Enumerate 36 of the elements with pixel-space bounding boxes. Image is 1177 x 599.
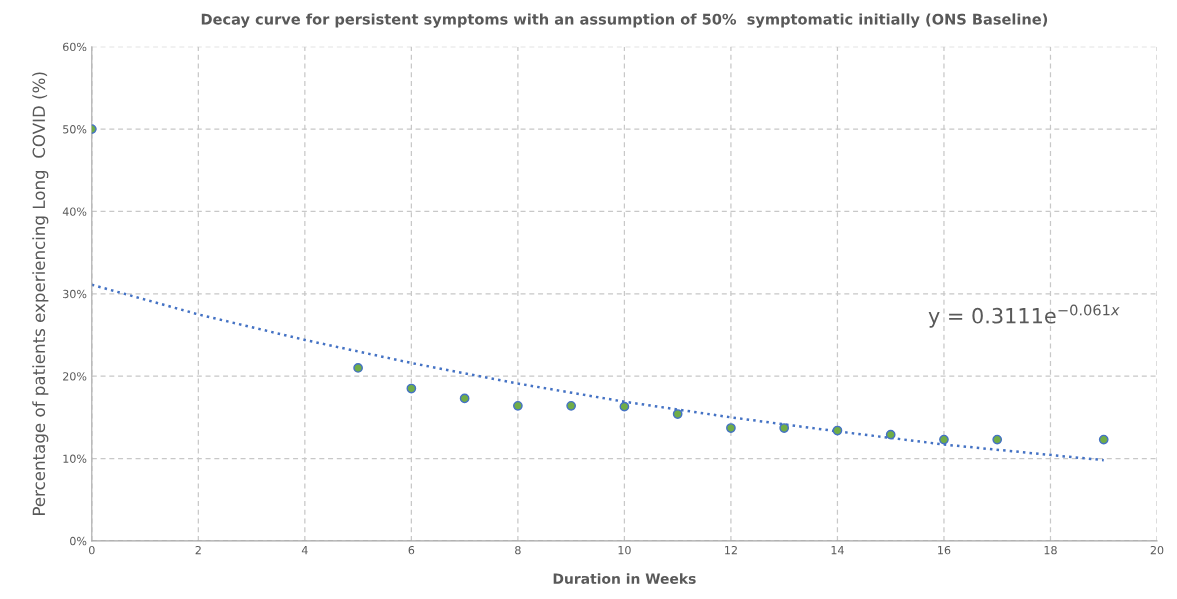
point bbox=[513, 400, 523, 411]
point bbox=[832, 425, 843, 436]
point bbox=[939, 434, 949, 445]
point bbox=[885, 429, 896, 440]
y-tick-label: 40% bbox=[62, 207, 87, 216]
y-tick-label: 10% bbox=[63, 454, 87, 463]
x-tick-label: 2 bbox=[195, 545, 201, 555]
point bbox=[992, 434, 1003, 445]
point bbox=[619, 401, 630, 412]
x-tick-label: 4 bbox=[301, 546, 308, 555]
y-tick-label: 0% bbox=[70, 536, 87, 546]
chart-title: Decay curve for persistent symptoms with an assumption of 50% symptomatic initially (ONS Baseline) bbox=[201, 13, 1048, 28]
y-tick-label: 60% bbox=[63, 42, 87, 52]
x-tick-label: 20 bbox=[1150, 545, 1164, 555]
x-tick-label: 10 bbox=[618, 545, 631, 555]
y-tick-label: 50% bbox=[63, 125, 87, 134]
y-tick-label: 20% bbox=[63, 372, 87, 381]
x-tick-label: 0 bbox=[89, 545, 95, 555]
point bbox=[459, 393, 470, 404]
x-tick-label: 12 bbox=[725, 545, 737, 555]
point bbox=[406, 383, 417, 394]
y-axis-title: Percentage of patients experiencing Long COVID (%) bbox=[32, 72, 49, 515]
x-tick-label: 6 bbox=[408, 545, 415, 555]
point bbox=[672, 409, 683, 419]
point bbox=[1098, 434, 1109, 445]
y-tick-label: 30% bbox=[63, 289, 87, 299]
x-axis-title: Duration in Weeks bbox=[553, 573, 696, 584]
point bbox=[353, 363, 363, 373]
point bbox=[779, 423, 790, 433]
x-tick-label: 18 bbox=[1044, 545, 1057, 555]
x-tick-label: 14 bbox=[831, 546, 844, 555]
x-tick-label: 16 bbox=[938, 545, 951, 555]
annotation: y = 0.3111e$^{−0.061x}$ bbox=[928, 304, 1120, 328]
point bbox=[566, 400, 577, 411]
x-tick-label: 8 bbox=[515, 545, 521, 555]
point bbox=[726, 423, 736, 433]
